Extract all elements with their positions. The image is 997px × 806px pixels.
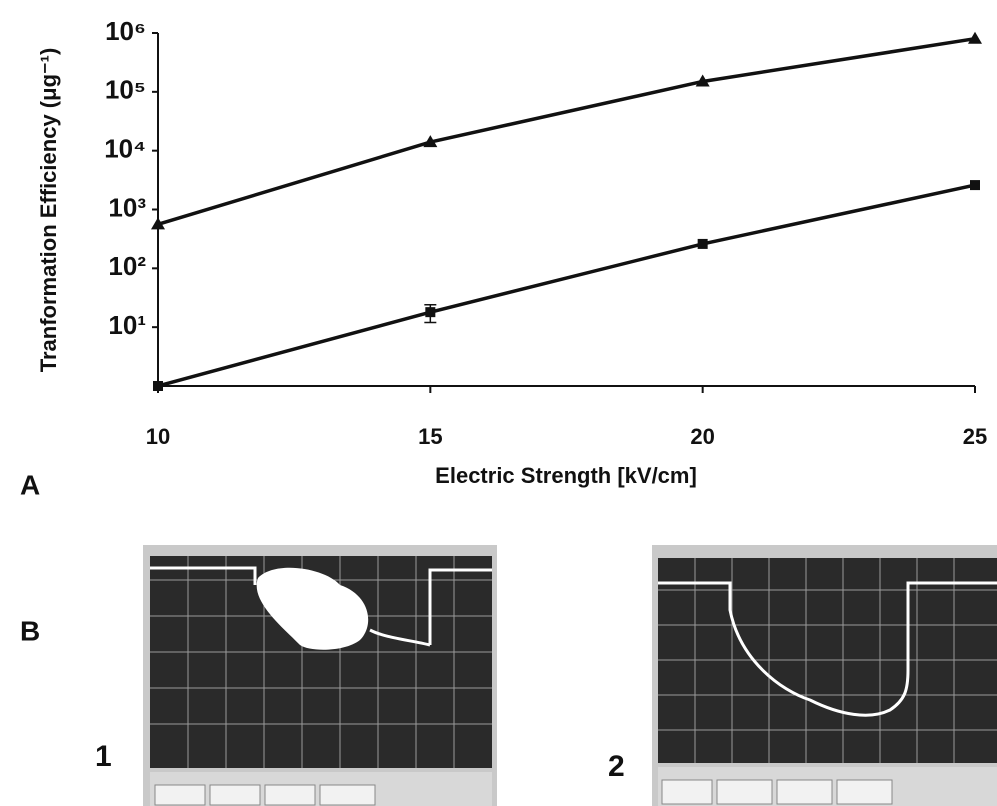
y-tick-label: 10⁶ — [105, 16, 146, 46]
x-tick-label: 20 — [690, 424, 714, 449]
y-tick-label: 10⁴ — [104, 134, 146, 164]
x-tick-label: 25 — [963, 424, 987, 449]
panel-label: B — [20, 615, 40, 646]
marker — [968, 31, 982, 44]
marker — [697, 238, 708, 249]
line — [157, 36, 976, 226]
oscilloscope-photo — [143, 545, 497, 806]
y-tick-label: 10¹ — [108, 310, 146, 340]
photo-label: 2 — [608, 750, 625, 783]
y-tick-label: 10² — [108, 251, 146, 281]
panel-label: A — [20, 469, 40, 500]
y-axis-label: Tranformation Efficiency (μg⁻¹) — [36, 48, 61, 373]
photo-label: 1 — [95, 740, 112, 773]
marker — [970, 180, 980, 191]
y-tick-label: 10⁵ — [105, 75, 146, 105]
y-tick-label: 10³ — [108, 192, 146, 222]
marker — [425, 307, 436, 318]
marker — [423, 135, 438, 148]
line — [157, 183, 976, 388]
oscilloscope-photo — [652, 545, 997, 806]
marker — [151, 217, 165, 230]
x-tick-label: 10 — [146, 424, 170, 449]
x-tick-label: 15 — [418, 424, 442, 449]
marker — [153, 381, 163, 391]
marker — [695, 74, 710, 87]
x-axis-label: Electric Strength [kV/cm] — [435, 463, 697, 488]
